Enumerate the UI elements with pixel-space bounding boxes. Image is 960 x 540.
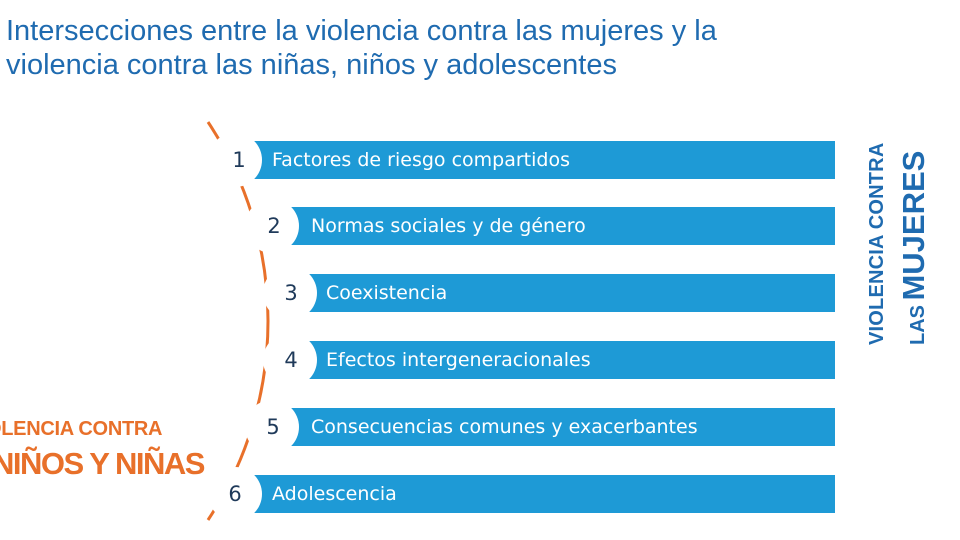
title-line-1: Intersecciones entre la violencia contra… (6, 15, 717, 47)
side-label-women-main: MUJERES (896, 150, 931, 301)
side-label-children-line1: OLENCIA CONTRA (0, 418, 163, 440)
page-title: Intersecciones entre la violencia contra… (6, 14, 886, 82)
side-label-women-prefix: LAS (907, 305, 929, 345)
side-label-women-line2: LAS MUJERES (896, 151, 932, 345)
title-line-2: violencia contra las niñas, niños y adol… (6, 49, 617, 81)
side-label-women-line1: VIOLENCIA CONTRA (866, 142, 888, 345)
side-label-children-line2: NIÑOS Y NIÑAS (0, 446, 205, 481)
